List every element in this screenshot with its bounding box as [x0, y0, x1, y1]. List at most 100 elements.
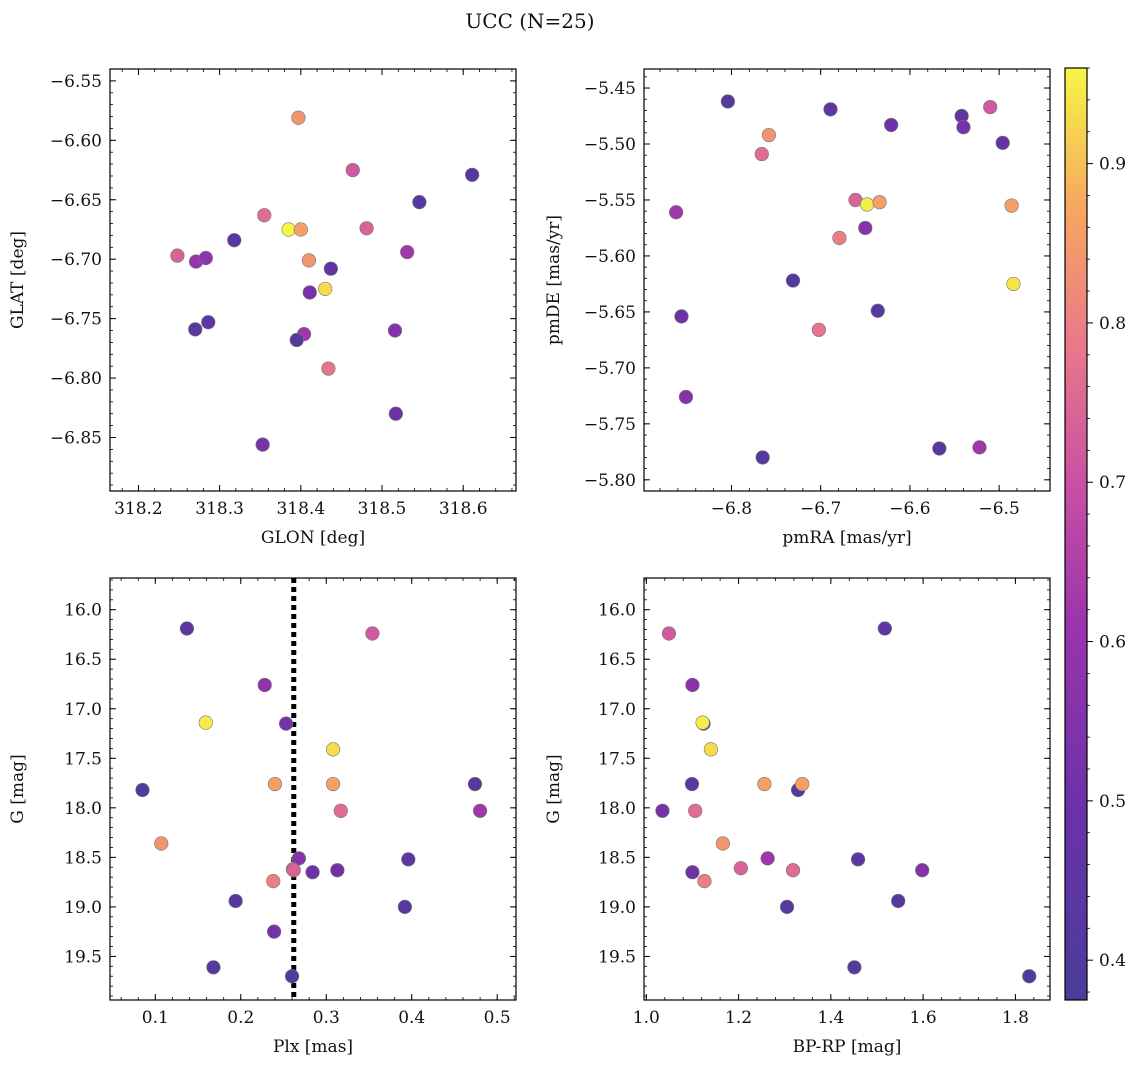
data-point: [674, 309, 689, 324]
y-tick-label: 19.0: [64, 898, 102, 918]
data-point: [305, 865, 320, 880]
data-point: [293, 222, 308, 237]
y-tick-label: −6.85: [50, 429, 102, 449]
data-point: [412, 195, 427, 210]
data-point: [872, 195, 887, 210]
y-tick-label: 19.5: [598, 947, 636, 967]
data-point: [669, 205, 684, 220]
data-point: [688, 803, 703, 818]
data-point: [983, 99, 998, 115]
data-point: [956, 120, 971, 135]
data-point: [755, 450, 770, 465]
data-point: [401, 852, 416, 867]
x-tick-label: 1.8: [1002, 1008, 1029, 1028]
y-tick-label: −6.60: [50, 131, 102, 151]
data-point: [733, 861, 748, 876]
y-tick-label: −6.70: [50, 250, 102, 270]
data-point: [228, 893, 243, 909]
data-point: [397, 899, 412, 914]
y-tick-label: 18.5: [64, 848, 102, 868]
data-point: [179, 621, 195, 636]
data-point: [365, 626, 380, 641]
data-point: [703, 742, 718, 757]
data-point: [467, 776, 483, 792]
data-point: [850, 852, 866, 867]
plot-frame: [109, 577, 517, 1001]
data-point: [400, 244, 415, 260]
data-point: [685, 677, 700, 693]
x-tick-label: 318.2: [114, 499, 163, 519]
data-point: [388, 406, 403, 421]
data-point: [227, 233, 242, 248]
data-point: [684, 776, 700, 792]
data-point: [720, 94, 735, 109]
y-tick-label: −6.65: [50, 191, 102, 211]
y-tick-label: −5.50: [584, 135, 636, 155]
y-tick-label: 16.0: [64, 601, 102, 621]
data-point: [972, 440, 987, 455]
data-point: [870, 303, 885, 318]
data-point: [884, 117, 899, 133]
data-point: [685, 865, 700, 880]
y-tick-label: 19.5: [64, 947, 102, 967]
data-point: [267, 776, 283, 792]
data-point: [655, 803, 670, 818]
data-point: [333, 803, 348, 818]
x-tick-label: 0.3: [313, 1008, 340, 1028]
y-tick-label: 19.0: [598, 898, 636, 918]
y-axis-label: G [mag]: [544, 754, 564, 823]
data-point: [323, 261, 338, 276]
panel-1: 318.2 318.3 318.4 318.5 318.6 −6.55 −6.60 −6.65…: [8, 68, 517, 548]
colorbar-tick-label: 0.4: [1099, 951, 1126, 971]
x-tick-label: 0.5: [484, 1008, 511, 1028]
x-tick-label: 0.4: [398, 1008, 425, 1028]
plot-frame: [109, 68, 517, 492]
data-point: [345, 162, 360, 178]
y-tick-label: 17.0: [64, 700, 102, 720]
x-tick-label: −6.8: [711, 499, 752, 519]
panel-4: 1.0 1.2 1.4 1.6 1.8 16.0 16.5 17.0 17.5 18.0 18.5 1…: [544, 577, 1051, 1057]
data-point: [281, 222, 296, 237]
panel-2: −6.8 −6.7 −6.6 −6.5 −5.45 −5.50 −5.55 −5.60 −5.6…: [544, 68, 1051, 548]
data-point: [465, 167, 480, 182]
data-point: [255, 437, 270, 452]
y-tick-label: −5.75: [584, 415, 636, 435]
data-point: [330, 863, 345, 878]
data-point: [284, 969, 300, 984]
x-tick-label: 318.4: [276, 499, 325, 519]
y-tick-label: 18.0: [598, 799, 636, 819]
data-point: [325, 776, 341, 792]
y-tick-label: 17.5: [64, 749, 102, 769]
data-point: [877, 621, 892, 636]
data-point: [359, 221, 374, 236]
x-axis-label: BP-RP [mag]: [793, 1037, 902, 1057]
colorbar-tick-label: 0.6: [1099, 633, 1126, 653]
data-point: [201, 315, 216, 330]
y-tick-label: 18.0: [64, 799, 102, 819]
y-tick-label: −5.65: [584, 303, 636, 323]
x-tick-label: 1.0: [633, 1008, 660, 1028]
data-point: [715, 836, 730, 851]
x-tick-label: 1.2: [725, 1008, 752, 1028]
y-tick-label: 16.5: [598, 650, 636, 670]
data-point: [754, 146, 769, 162]
data-point: [697, 874, 712, 889]
data-point: [915, 863, 930, 878]
y-tick-label: −5.45: [584, 79, 636, 99]
data-point: [832, 230, 847, 246]
colorbar-tick-label: 0.5: [1099, 792, 1126, 812]
data-point: [318, 281, 333, 297]
colorbar-tick-label: 0.9: [1099, 155, 1126, 175]
y-axis-label: G [mag]: [8, 754, 28, 823]
data-point: [267, 924, 282, 939]
colorbar-tick-label: 0.7: [1099, 473, 1126, 493]
data-point: [932, 441, 947, 456]
y-axis-label: pmDE [mas/yr]: [544, 215, 564, 345]
data-point: [291, 851, 306, 866]
data-point: [795, 776, 810, 792]
data-point: [266, 874, 281, 889]
data-point: [257, 677, 272, 693]
x-tick-label: 318.6: [439, 499, 488, 519]
data-point: [858, 220, 873, 236]
